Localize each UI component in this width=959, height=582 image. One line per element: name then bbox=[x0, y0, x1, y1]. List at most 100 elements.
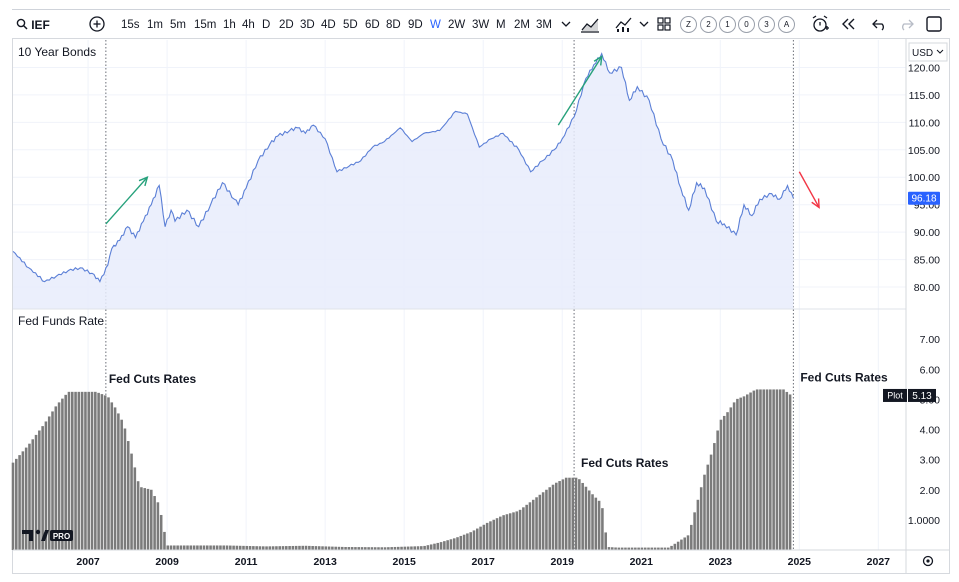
interval-4h[interactable]: 4h bbox=[242, 19, 255, 31]
layout-grid-icon[interactable] bbox=[652, 12, 676, 36]
fed-rate-bar bbox=[229, 545, 232, 550]
interval-1h[interactable]: 1h bbox=[223, 19, 236, 31]
fed-rate-bar bbox=[555, 482, 558, 550]
bond-price-pane bbox=[12, 52, 794, 310]
indicator-badge-a[interactable]: A bbox=[778, 16, 795, 33]
gear-icon[interactable] bbox=[922, 555, 934, 567]
symbol-search[interactable]: IEF bbox=[16, 16, 50, 34]
interval-3W[interactable]: 3W bbox=[472, 19, 490, 31]
interval-3M[interactable]: 3M bbox=[536, 19, 552, 31]
fed-pane-title: Fed Funds Rate bbox=[18, 314, 104, 328]
fed-rate-bar bbox=[716, 430, 719, 550]
bar-style-icon[interactable] bbox=[578, 12, 602, 36]
time-tick-label: 2023 bbox=[709, 556, 733, 568]
fed-rate-bar bbox=[146, 488, 150, 550]
fed-rate-bar bbox=[472, 530, 476, 550]
fed-rate-bar bbox=[581, 482, 584, 550]
interval-15m[interactable]: 15m bbox=[194, 19, 217, 31]
indicator-badge-0[interactable]: 0 bbox=[738, 16, 755, 33]
fed-rate-bar bbox=[495, 518, 499, 550]
fed-rate-bar bbox=[571, 477, 575, 550]
fed-rate-bar bbox=[265, 546, 268, 550]
fed-rate-bar bbox=[34, 434, 38, 550]
fed-rate-bar bbox=[775, 389, 779, 550]
fed-rate-bar bbox=[696, 499, 700, 550]
fed-rate-bar bbox=[782, 389, 785, 550]
fed-rate-bar bbox=[268, 546, 272, 550]
pro-badge-label: PRO bbox=[53, 532, 70, 541]
bond-price-axis[interactable]: 80.0085.0090.0095.00100.00105.00110.0011… bbox=[908, 62, 940, 294]
fed-rate-bar bbox=[196, 545, 199, 550]
rate-tick-label: 3.00 bbox=[920, 455, 941, 467]
fed-rate-bar bbox=[202, 545, 206, 550]
interval-8D[interactable]: 8D bbox=[386, 19, 401, 31]
currency-selector[interactable]: USD bbox=[908, 42, 948, 62]
interval-5m[interactable]: 5m bbox=[170, 19, 186, 31]
interval-4D[interactable]: 4D bbox=[321, 19, 336, 31]
fed-rate-bar bbox=[400, 546, 403, 550]
alert-icon[interactable] bbox=[808, 12, 832, 36]
undo-icon[interactable] bbox=[868, 12, 892, 36]
top-toolbar: IEF 15s 1m 5m 15m 1h 4h D 2D 3D 4D 5D 6D 8D 9D W 2W 3W M 2… bbox=[0, 0, 959, 48]
fed-rate-bar bbox=[680, 539, 683, 550]
toolbar-divider bbox=[12, 9, 950, 10]
fed-rate-bar bbox=[746, 394, 749, 550]
interval-9D[interactable]: 9D bbox=[408, 19, 423, 31]
add-compare-icon[interactable] bbox=[85, 12, 109, 36]
interval-2D[interactable]: 2D bbox=[279, 19, 294, 31]
interval-3D[interactable]: 3D bbox=[300, 19, 315, 31]
indicator-badge-z[interactable]: Z bbox=[680, 16, 697, 33]
fed-rate-bar bbox=[64, 394, 67, 550]
fed-rate-bar bbox=[215, 545, 219, 550]
fed-rate-bar bbox=[130, 453, 133, 550]
replay-icon[interactable] bbox=[836, 12, 860, 36]
price-tick-label: 80.00 bbox=[914, 282, 940, 294]
fed-rate-bar bbox=[627, 547, 631, 550]
fed-rate-bar bbox=[281, 546, 285, 550]
indicator-badge-2[interactable]: 2 bbox=[700, 16, 717, 33]
fed-rate-bar bbox=[298, 545, 301, 550]
fed-rate-bar bbox=[24, 447, 28, 550]
interval-15s[interactable]: 15s bbox=[121, 19, 140, 31]
chevron-down-icon[interactable] bbox=[632, 12, 656, 36]
price-tick-label: 85.00 bbox=[914, 255, 940, 267]
fed-rate-bar bbox=[186, 545, 189, 550]
interval-D[interactable]: D bbox=[262, 19, 271, 31]
interval-5D[interactable]: 5D bbox=[343, 19, 358, 31]
interval-2M[interactable]: 2M bbox=[514, 19, 530, 31]
interval-M[interactable]: M bbox=[496, 19, 506, 31]
interval-2W[interactable]: 2W bbox=[448, 19, 466, 31]
interval-W[interactable]: W bbox=[430, 19, 441, 31]
indicator-badge-1[interactable]: 1 bbox=[719, 16, 736, 33]
fed-rate-bar bbox=[499, 516, 502, 550]
fed-rate-bar bbox=[166, 545, 170, 550]
fed-rate-bar bbox=[219, 545, 222, 550]
chevron-down-icon[interactable] bbox=[554, 12, 578, 36]
fed-rate-bar bbox=[729, 407, 733, 550]
fed-rate-bar bbox=[706, 464, 710, 550]
fed-rate-bar bbox=[15, 458, 18, 550]
fed-rate-bar bbox=[84, 391, 87, 550]
rate-tick-label: 7.00 bbox=[920, 334, 941, 346]
fed-rate-bar bbox=[492, 519, 496, 550]
fed-rate-bar bbox=[713, 443, 716, 550]
fed-rate-bar bbox=[367, 547, 370, 550]
fullscreen-icon[interactable] bbox=[922, 12, 946, 36]
interval-1m[interactable]: 1m bbox=[147, 19, 163, 31]
fed-rate-bar bbox=[663, 547, 667, 550]
fed-rate-bar bbox=[278, 546, 281, 550]
indicators-icon[interactable] bbox=[612, 12, 636, 36]
time-tick-label: 2015 bbox=[393, 556, 417, 568]
indicator-badge-3[interactable]: 3 bbox=[758, 16, 775, 33]
fed-rate-bar bbox=[538, 494, 542, 550]
trend-arrow bbox=[798, 171, 820, 209]
price-tick-label: 100.00 bbox=[908, 172, 940, 184]
time-axis[interactable]: 2007 2009 2011 2013 2015 2017 2019 2021 2023 2025… bbox=[76, 556, 890, 568]
redo-icon[interactable] bbox=[894, 12, 918, 36]
fed-rate-bar bbox=[657, 547, 660, 550]
interval-6D[interactable]: 6D bbox=[365, 19, 380, 31]
fed-rate-bar bbox=[462, 534, 466, 550]
fed-rate-bar bbox=[443, 541, 446, 550]
